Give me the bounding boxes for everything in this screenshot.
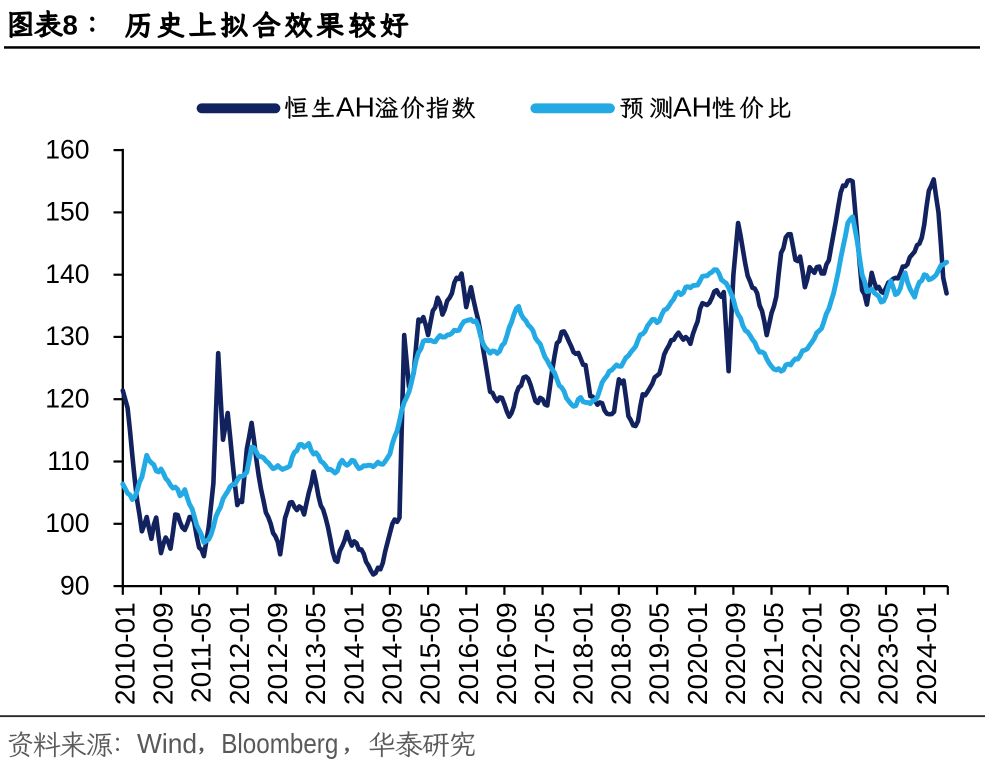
svg-text:2021-05: 2021-05 (758, 602, 789, 705)
svg-text:2023-05: 2023-05 (873, 602, 904, 705)
svg-text:Bloomberg: Bloomberg (221, 728, 338, 759)
svg-text:2014-01: 2014-01 (338, 602, 369, 705)
svg-text:2011-05: 2011-05 (186, 602, 217, 703)
svg-text:AH: AH (336, 91, 375, 122)
svg-text:90: 90 (60, 570, 89, 600)
svg-text:140: 140 (45, 259, 89, 289)
svg-text:2015-05: 2015-05 (415, 602, 446, 705)
svg-text:Wind: Wind (137, 728, 197, 759)
svg-text:2017-05: 2017-05 (529, 602, 560, 705)
svg-text:150: 150 (45, 197, 89, 227)
svg-text:2014-09: 2014-09 (377, 602, 408, 705)
svg-text:2020-09: 2020-09 (720, 602, 751, 705)
svg-text:2016-01: 2016-01 (453, 602, 484, 705)
svg-text:2018-01: 2018-01 (567, 602, 598, 705)
svg-text:160: 160 (45, 134, 89, 164)
svg-text:130: 130 (45, 321, 89, 351)
svg-text:2024-01: 2024-01 (911, 602, 942, 705)
svg-text:2022-01: 2022-01 (796, 602, 827, 705)
svg-text:2022-09: 2022-09 (834, 602, 865, 705)
svg-text:AH: AH (673, 91, 712, 122)
svg-text:2019-05: 2019-05 (644, 602, 675, 705)
svg-text:2010-01: 2010-01 (109, 602, 140, 705)
svg-text:110: 110 (47, 446, 89, 476)
svg-text:2018-09: 2018-09 (605, 602, 636, 705)
svg-text:2012-01: 2012-01 (224, 602, 255, 705)
svg-text:100: 100 (45, 508, 89, 538)
svg-text:2012-09: 2012-09 (262, 602, 293, 705)
svg-text:2013-05: 2013-05 (300, 602, 331, 705)
svg-text:2010-09: 2010-09 (148, 602, 179, 705)
svg-text:120: 120 (45, 384, 89, 414)
svg-text:2016-09: 2016-09 (491, 602, 522, 705)
svg-text:2020-01: 2020-01 (682, 602, 713, 705)
svg-text:8: 8 (63, 10, 78, 41)
